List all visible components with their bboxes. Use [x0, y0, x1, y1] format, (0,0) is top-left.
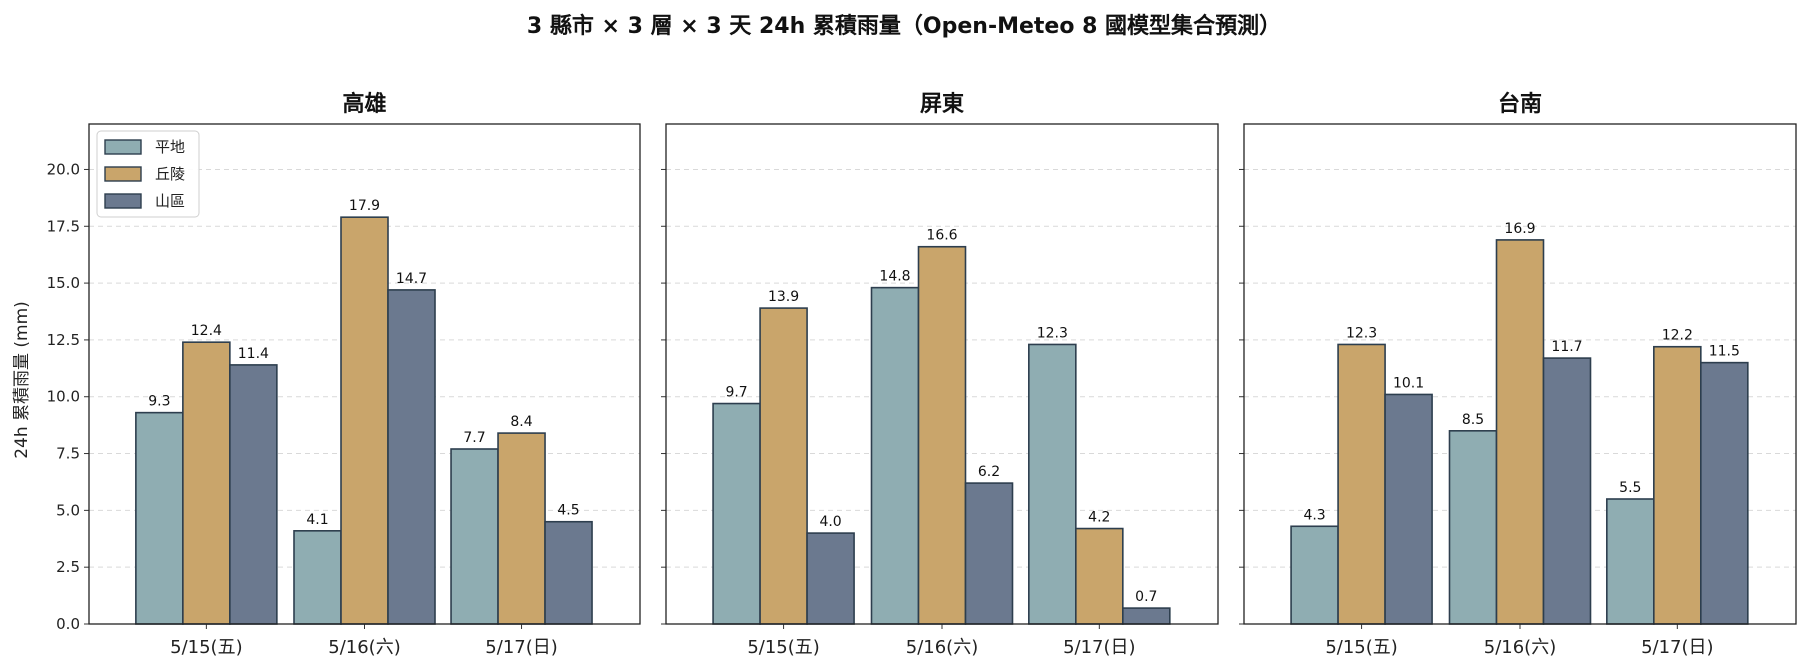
- data-label: 11.5: [1709, 344, 1740, 360]
- y-tick-label: 15.0: [47, 274, 80, 292]
- bar: [293, 530, 342, 625]
- plot-frame: [88, 123, 641, 625]
- bar: [1028, 343, 1077, 625]
- data-label: 13.9: [768, 289, 799, 305]
- data-label: 14.7: [396, 271, 427, 287]
- data-label: 9.7: [725, 385, 747, 401]
- data-label: 4.2: [1088, 510, 1110, 526]
- data-label: 5.5: [1619, 480, 1641, 496]
- legend-swatch: [104, 139, 142, 155]
- y-axis-label: 24h 累積雨量 (mm): [12, 301, 32, 459]
- data-label: 4.3: [1303, 507, 1325, 523]
- data-label: 9.3: [148, 394, 170, 410]
- panel-1: 屏東 9.7 14.8 12.3 13.9 16.6 4.2 4.0 6.2 0.7 5/15(五)…: [661, 92, 1219, 658]
- panel-0: 高雄 0.0 2.5 5.0 7.5 10.0 12.5 15.0 17.5 20.0 9.3 4.1…: [47, 91, 641, 658]
- x-tick-label: 5/15(五): [1325, 637, 1397, 658]
- legend-label: 平地: [155, 138, 185, 156]
- x-tick-label: 5/17(日): [1063, 637, 1135, 658]
- bar: [917, 245, 967, 625]
- bar: [1290, 525, 1339, 625]
- data-label: 12.2: [1662, 328, 1693, 344]
- y-tick-label: 17.5: [47, 217, 80, 235]
- data-label: 4.0: [819, 514, 841, 530]
- bar: [1075, 527, 1124, 625]
- y-tick-label: 20.0: [47, 160, 80, 178]
- bar: [1606, 498, 1655, 625]
- y-tick-label: 7.5: [56, 445, 80, 463]
- bar: [1337, 343, 1386, 625]
- bar: [964, 482, 1014, 625]
- bar: [497, 432, 546, 625]
- data-label: 8.4: [510, 414, 532, 430]
- data-label: 8.5: [1462, 412, 1484, 428]
- data-label: 16.6: [926, 228, 957, 244]
- bar: [806, 532, 855, 625]
- data-label: 11.7: [1551, 339, 1582, 355]
- data-label: 11.4: [238, 346, 269, 362]
- y-tick-label: 10.0: [47, 388, 80, 406]
- bar: [1542, 357, 1592, 625]
- x-tick-label: 5/17(日): [1641, 637, 1713, 658]
- bar: [1495, 239, 1545, 625]
- x-tick-label: 5/15(五): [170, 637, 242, 658]
- y-tick-label: 0.0: [56, 615, 80, 633]
- panel-2: 台南 4.3 8.5 5.5 12.3 16.9 12.2 10.1 11.7 11.5 5/15(…: [1239, 91, 1797, 658]
- x-tick-label: 5/17(日): [485, 637, 557, 658]
- data-label: 4.1: [306, 512, 328, 528]
- data-label: 16.9: [1504, 221, 1535, 237]
- data-label: 10.1: [1393, 375, 1424, 391]
- bar: [759, 307, 808, 625]
- legend-swatch: [104, 193, 142, 209]
- data-label: 17.9: [349, 198, 380, 214]
- bar: [229, 364, 278, 625]
- y-tick-label: 5.0: [56, 501, 80, 519]
- bar: [1653, 345, 1702, 625]
- chart-panels: 高雄 0.0 2.5 5.0 7.5 10.0 12.5 15.0 17.5 20.0 9.3 4.1…: [47, 91, 1797, 658]
- plot-frame: [1243, 123, 1797, 625]
- x-tick-label: 5/16(六): [906, 637, 978, 658]
- panel-title: 高雄: [342, 91, 386, 117]
- bar: [387, 289, 436, 625]
- legend-label: 山區: [155, 192, 185, 210]
- x-tick-label: 5/16(六): [1484, 637, 1556, 658]
- panel-title: 屏東: [920, 92, 964, 117]
- data-label: 14.8: [879, 269, 910, 285]
- data-label: 12.4: [191, 323, 222, 339]
- y-tick-label: 12.5: [47, 331, 80, 349]
- data-label: 7.7: [463, 430, 485, 446]
- bar: [712, 402, 761, 625]
- legend-label: 丘陵: [155, 165, 185, 183]
- data-label: 6.2: [978, 464, 1000, 480]
- bar: [544, 520, 593, 625]
- data-label: 4.5: [557, 503, 579, 519]
- bar: [135, 411, 184, 625]
- bar: [1122, 607, 1171, 625]
- bar: [870, 286, 920, 625]
- bar: [1448, 430, 1498, 625]
- x-tick-label: 5/15(五): [747, 637, 819, 658]
- data-label: 0.7: [1135, 589, 1157, 605]
- bar: [340, 216, 389, 625]
- plot-frame: [665, 123, 1219, 625]
- bar: [450, 448, 499, 625]
- data-label: 12.3: [1346, 325, 1377, 341]
- chart-title: 3 縣市 × 3 層 × 3 天 24h 累積雨量（Open-Meteo 8 國…: [527, 13, 1281, 39]
- bar: [1384, 393, 1433, 625]
- x-tick-label: 5/16(六): [328, 637, 400, 658]
- bar: [1700, 361, 1749, 625]
- legend-swatch: [104, 166, 142, 182]
- data-label: 12.3: [1037, 325, 1068, 341]
- panel-title: 台南: [1498, 91, 1542, 117]
- y-tick-label: 2.5: [56, 558, 80, 576]
- bar: [182, 341, 231, 625]
